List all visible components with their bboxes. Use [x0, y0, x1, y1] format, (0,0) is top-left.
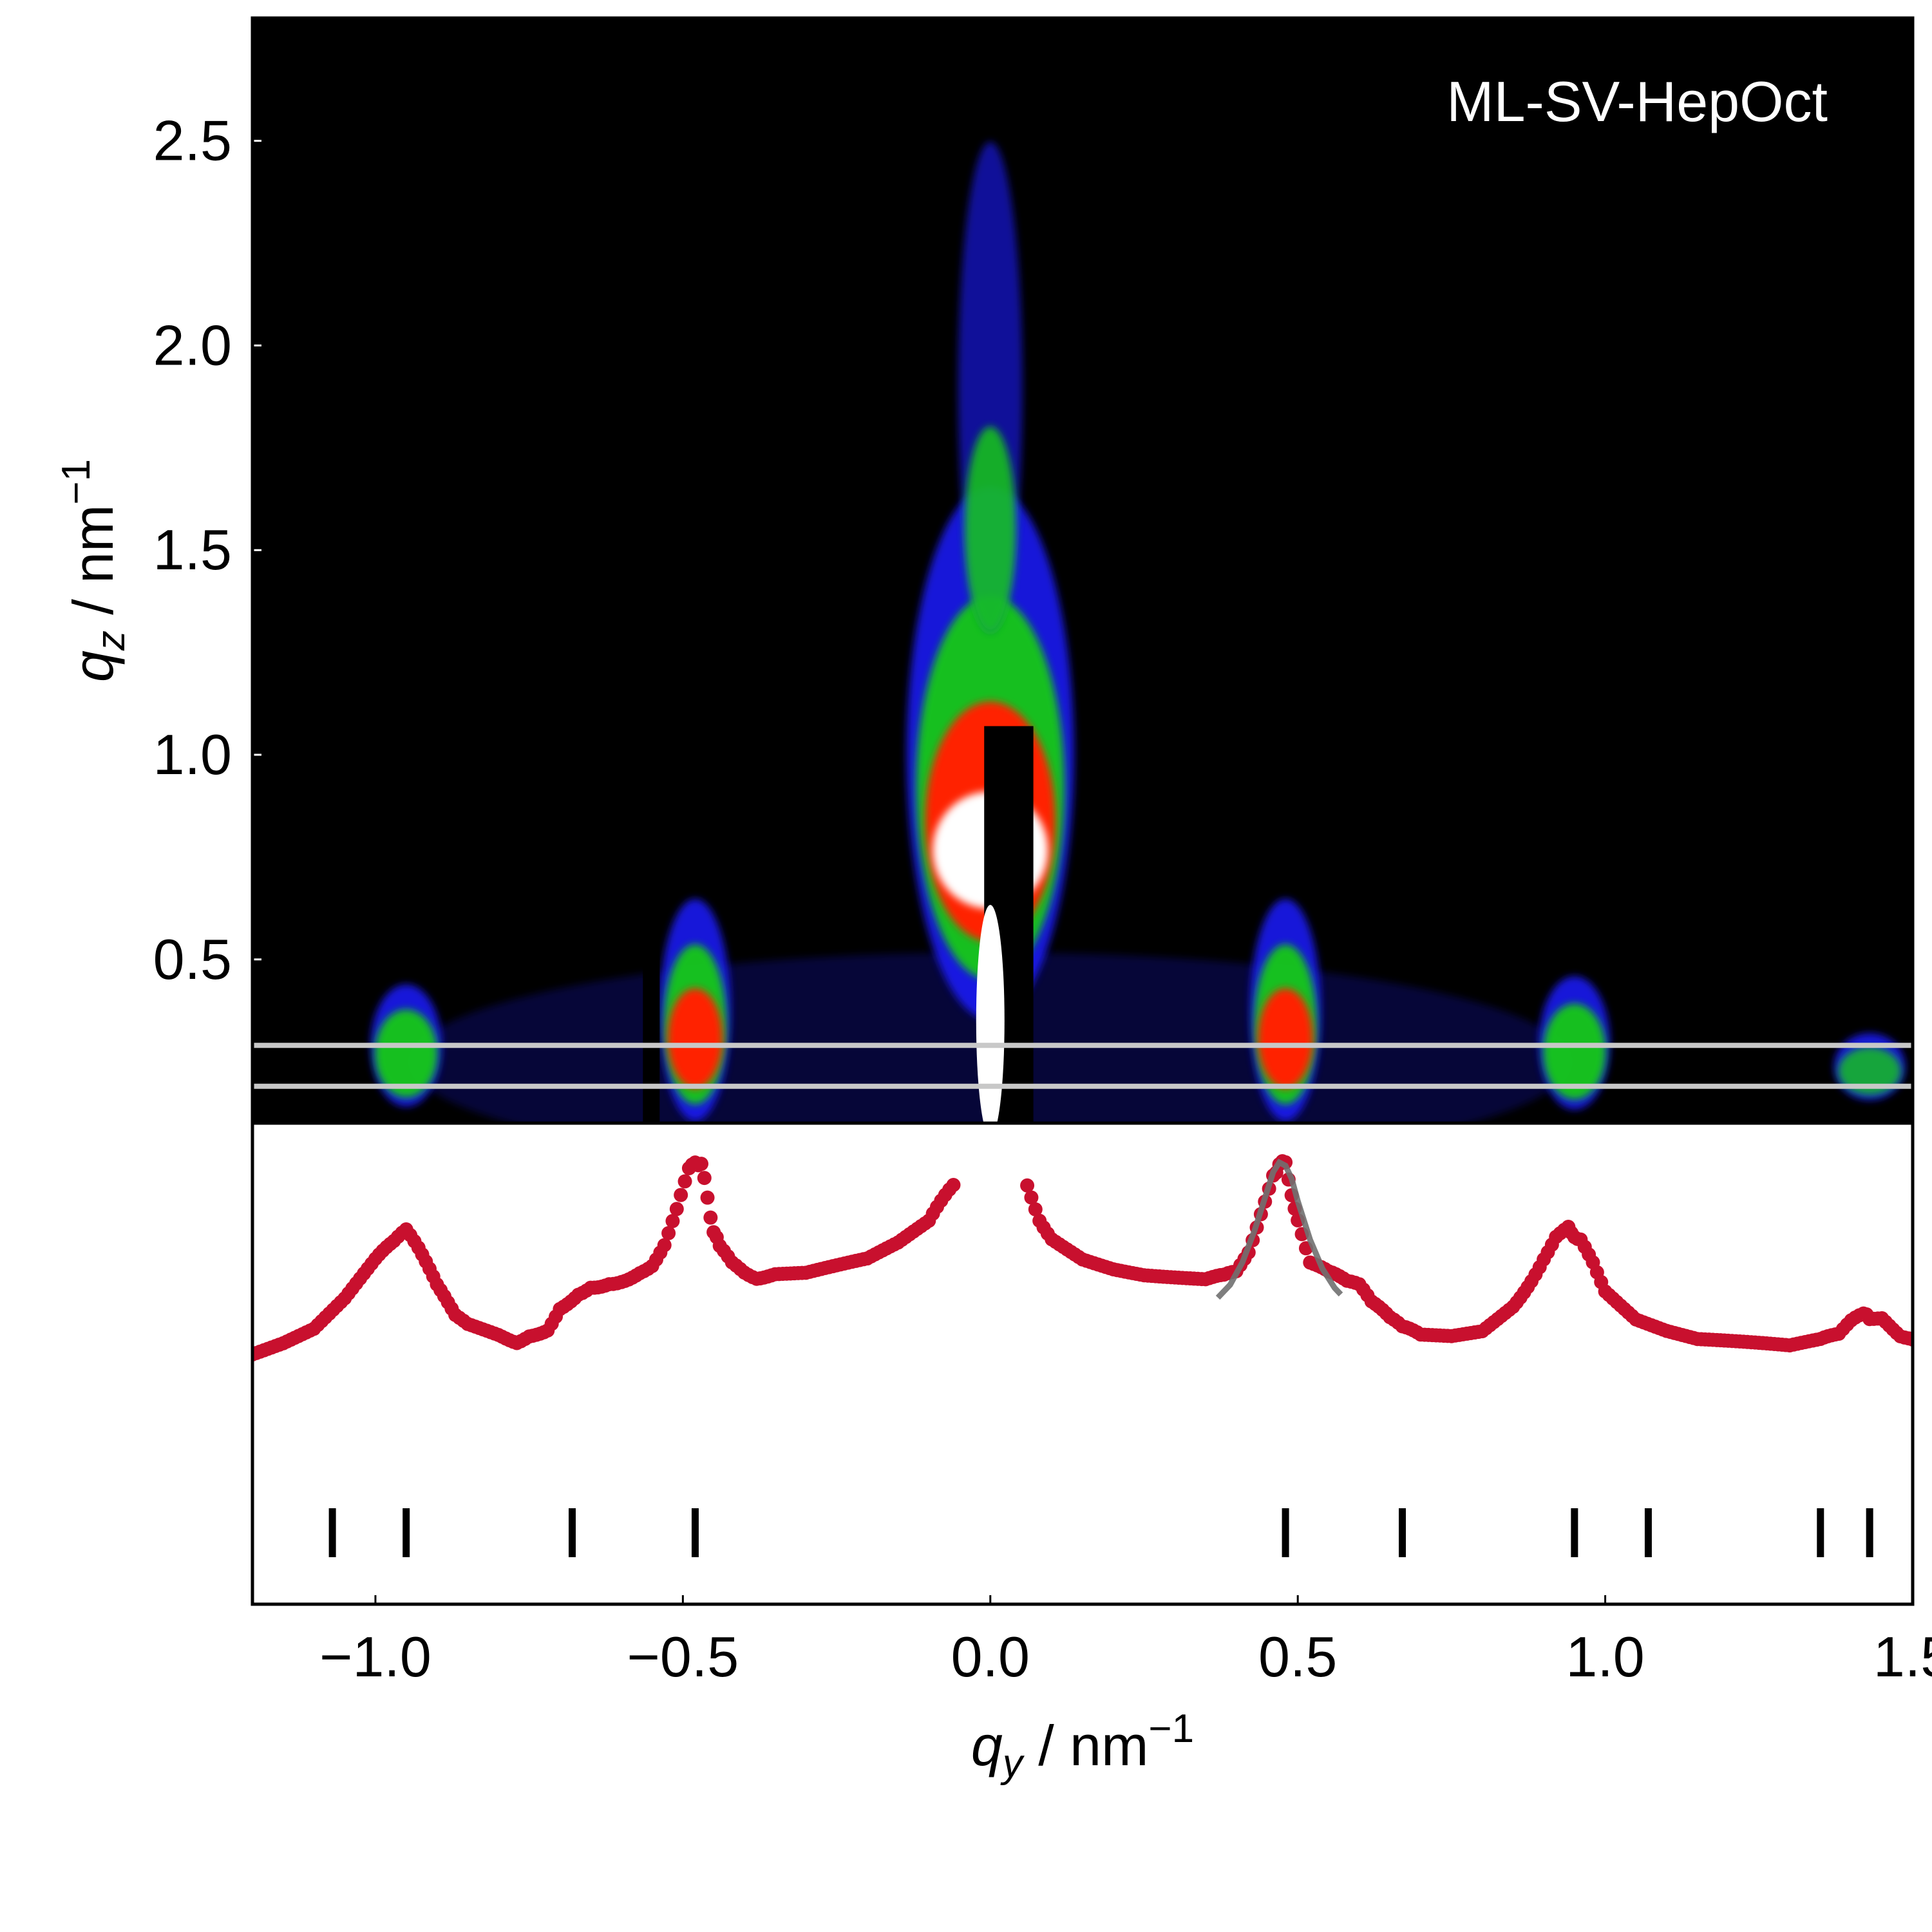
profile-content — [252, 1154, 1913, 1557]
heatmap-peak-2 — [1250, 898, 1321, 1121]
profile-data-point — [677, 1174, 692, 1189]
heatmap-y-axis-label: qz / nm−1 — [54, 459, 133, 682]
profile-data-point — [674, 1188, 688, 1202]
heatmap-content — [252, 18, 1913, 1123]
heatmap-peak-layer — [667, 988, 723, 1089]
profile-data-point — [657, 1238, 672, 1253]
profile-background — [252, 1123, 1913, 1604]
y-axis-subscript: z — [89, 630, 133, 651]
y-tick-label: 1.0 — [153, 723, 232, 786]
x-axis-subscript: y — [1000, 1741, 1025, 1786]
heatmap-peak-layer — [1838, 1046, 1902, 1095]
profile-x-axis-label: qy / nm−1 — [971, 1707, 1194, 1786]
profile-data-point — [669, 1202, 684, 1217]
profile-data-point — [700, 1190, 715, 1205]
sample-label: ML-SV-HepOct — [1446, 70, 1828, 133]
profile-x-ticks: −1.0 −0.5 0.0 0.5 1.0 1.5 — [319, 1595, 1932, 1689]
y-tick-label: 2.5 — [153, 109, 232, 173]
profile-data-point — [1028, 1202, 1043, 1217]
y-axis-unit: nm — [61, 505, 125, 583]
x-axis-exponent: −1 — [1148, 1707, 1194, 1751]
heatmap-panel: 0.5 1.0 1.5 2.0 2.5 ML-SV-HepOct — [153, 16, 1915, 1125]
x-tick-label: 0.0 — [951, 1625, 1030, 1689]
y-tick-label: 1.5 — [153, 518, 232, 582]
profile-frame — [251, 1121, 1915, 1606]
peak-fit-curve — [1215, 1159, 1343, 1300]
svg-text:qy / nm−1: qy / nm−1 — [971, 1707, 1194, 1786]
profile-data-point — [694, 1157, 709, 1171]
x-axis-unit: nm — [1070, 1714, 1148, 1777]
profile-data-series — [252, 1154, 1913, 1362]
y-tick-label: 2.0 — [153, 313, 232, 377]
heatmap-peak-1 — [659, 898, 731, 1121]
beam-center-glow — [976, 905, 1005, 1123]
x-tick-label: −1.0 — [319, 1625, 431, 1689]
x-tick-label: 1.5 — [1873, 1625, 1932, 1689]
x-axis-symbol: q — [971, 1714, 1003, 1777]
profile-data-point — [946, 1178, 961, 1192]
heatmap-peak-layer — [374, 1009, 438, 1098]
specular-streak-core — [964, 426, 1016, 633]
profile-data-point — [703, 1210, 718, 1225]
heatmap-peak-layer — [1258, 988, 1313, 1089]
heatmap-peak-layer — [1543, 1003, 1606, 1100]
profile-data-point — [1906, 1332, 1913, 1347]
heatmap-peak-4 — [1834, 1033, 1906, 1101]
profile-panel: −1.0 −0.5 0.0 0.5 1.0 1.5 — [251, 1121, 1932, 1689]
x-tick-label: −0.5 — [627, 1625, 739, 1689]
svg-text:qz / nm−1: qz / nm−1 — [54, 459, 133, 682]
heatmap-y-ticks: 0.5 1.0 1.5 2.0 2.5 — [153, 109, 261, 991]
profile-data-point — [1020, 1178, 1035, 1193]
profile-data-point — [1024, 1190, 1039, 1205]
y-tick-label: 0.5 — [153, 927, 232, 991]
reflection-markers — [328, 1508, 1873, 1557]
x-tick-label: 1.0 — [1566, 1625, 1644, 1689]
profile-data-point — [661, 1226, 676, 1240]
heatmap-background — [252, 18, 1913, 1123]
x-tick-label: 0.5 — [1258, 1625, 1337, 1689]
profile-data-point — [665, 1214, 680, 1229]
y-axis-exponent: −1 — [54, 459, 99, 505]
profile-data-point — [697, 1171, 712, 1186]
y-axis-symbol: q — [61, 650, 125, 682]
detector-gap — [643, 18, 660, 1123]
